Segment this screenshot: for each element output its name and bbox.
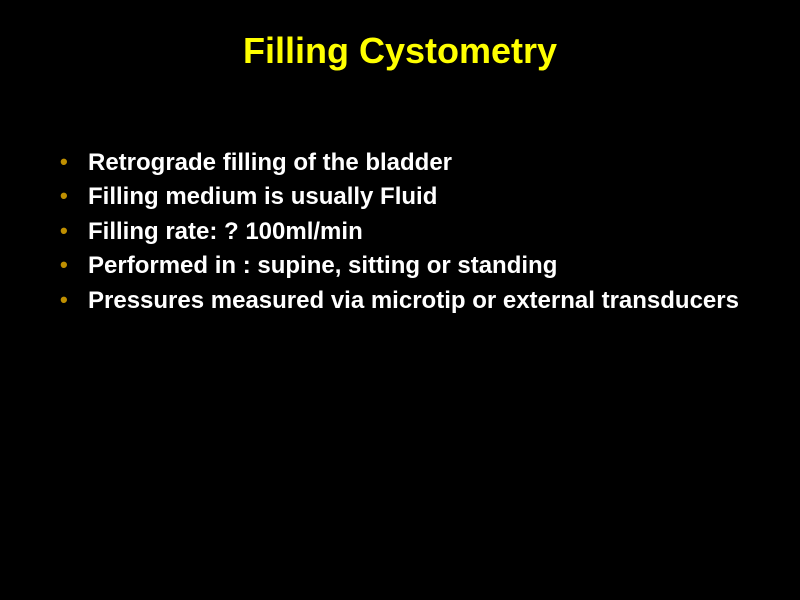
bullet-text: Filling rate: ? 100ml/min [88, 218, 363, 245]
bullet-text: Filling medium is usually Fluid [88, 183, 437, 210]
list-item: • Filling rate: ? 100ml/min [60, 216, 740, 248]
slide-container: Filling Cystometry • Retrograde filling … [0, 0, 800, 600]
bullet-text: Pressures measured via microtip or exter… [88, 287, 739, 314]
bullet-list: • Retrograde filling of the bladder • Fi… [60, 147, 740, 317]
slide-title: Filling Cystometry [60, 30, 740, 72]
list-item: • Pressures measured via microtip or ext… [60, 285, 740, 317]
bullet-marker-icon: • [60, 181, 68, 211]
bullet-marker-icon: • [60, 285, 68, 315]
bullet-text: Performed in : supine, sitting or standi… [88, 252, 557, 279]
bullet-marker-icon: • [60, 216, 68, 246]
bullet-marker-icon: • [60, 147, 68, 177]
bullet-text: Retrograde filling of the bladder [88, 149, 452, 176]
list-item: • Performed in : supine, sitting or stan… [60, 250, 740, 282]
list-item: • Filling medium is usually Fluid [60, 181, 740, 213]
bullet-marker-icon: • [60, 250, 68, 280]
list-item: • Retrograde filling of the bladder [60, 147, 740, 179]
